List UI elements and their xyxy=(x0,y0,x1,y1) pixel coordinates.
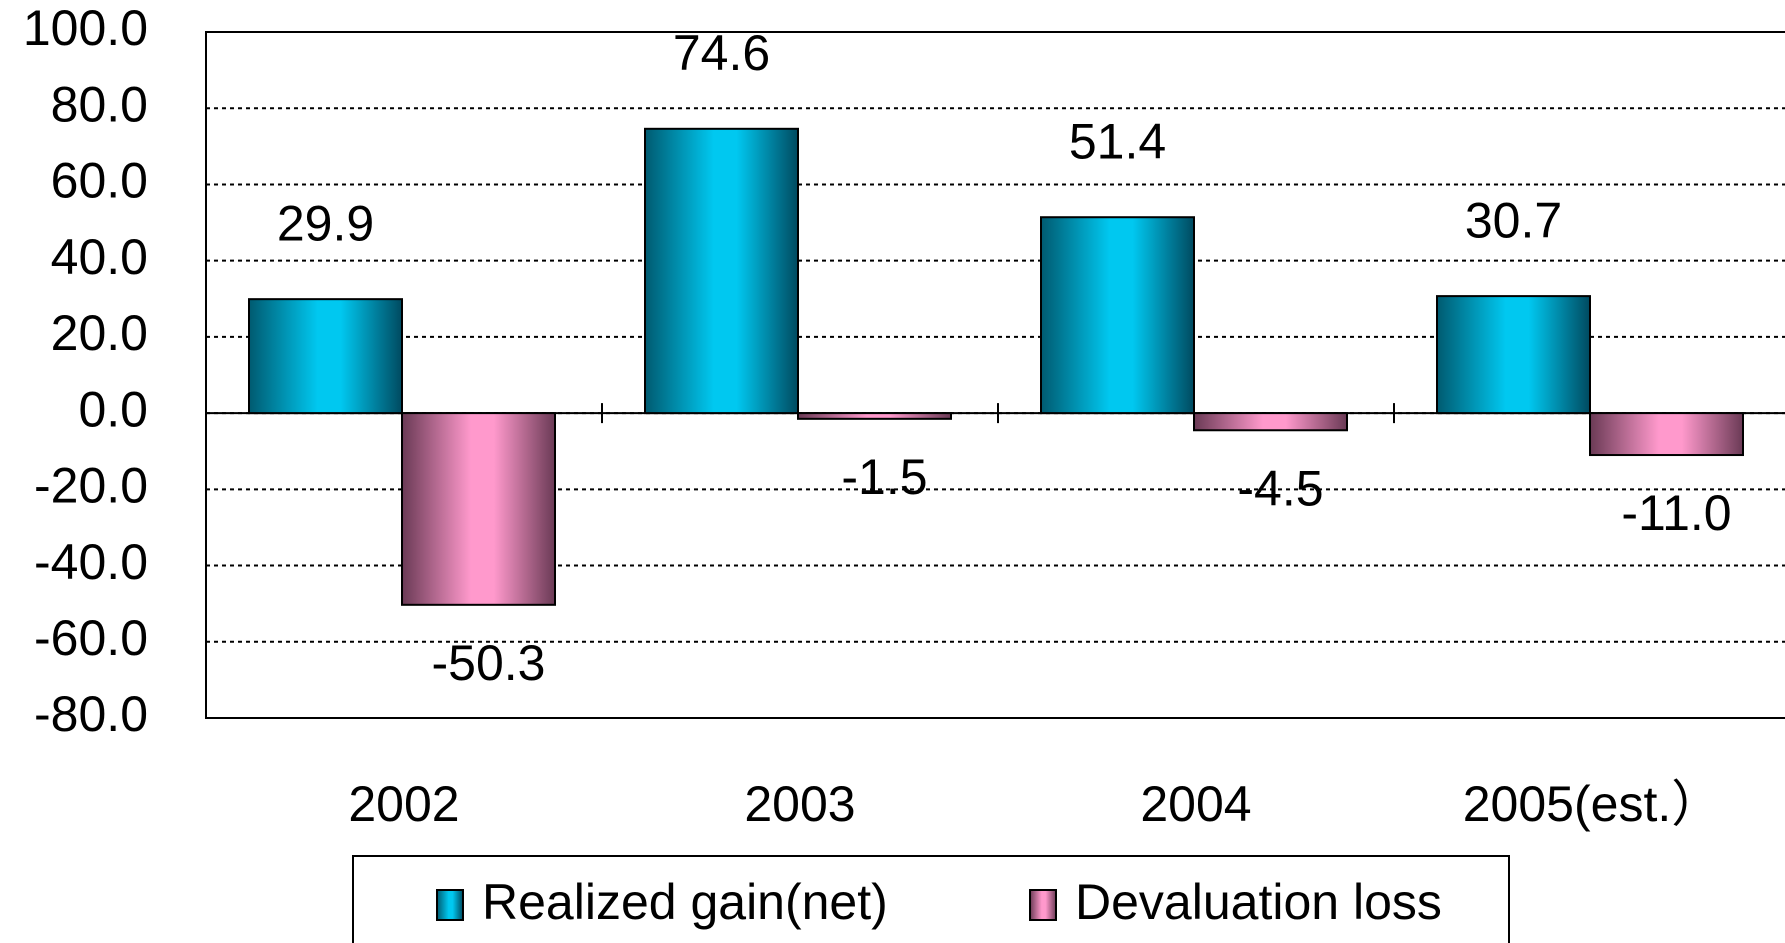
y-tick-label: 0.0 xyxy=(78,381,148,437)
y-tick-label: -60.0 xyxy=(34,610,148,666)
plot-frame xyxy=(205,31,1785,719)
y-tick-label: -40.0 xyxy=(34,534,148,590)
legend-label: Devaluation loss xyxy=(1075,874,1442,930)
bar xyxy=(248,298,403,415)
y-tick-label: 60.0 xyxy=(51,153,148,209)
bar xyxy=(797,412,952,420)
y-tick-label: 40.0 xyxy=(51,229,148,285)
data-label: -11.0 xyxy=(1621,485,1731,541)
bar xyxy=(401,412,556,606)
y-tick-label: -20.0 xyxy=(34,458,148,514)
y-tick-label: 80.0 xyxy=(51,76,148,132)
legend-box xyxy=(352,855,1510,943)
data-label: 30.7 xyxy=(1465,192,1562,248)
y-tick-label: -80.0 xyxy=(34,686,148,742)
legend-swatch xyxy=(1029,889,1057,921)
data-label: 29.9 xyxy=(277,195,374,251)
bar xyxy=(1040,216,1195,415)
legend-label: Realized gain(net) xyxy=(482,874,888,930)
legend-swatch xyxy=(436,889,464,921)
data-label: -1.5 xyxy=(841,449,927,505)
y-tick-label: 100.0 xyxy=(23,0,148,56)
x-tick-label: 2005(est.） xyxy=(1463,776,1721,832)
data-label: 51.4 xyxy=(1069,113,1166,169)
bar xyxy=(1589,412,1744,457)
bar xyxy=(1193,412,1348,432)
x-tick-label: 2002 xyxy=(348,776,459,832)
x-tick-label: 2003 xyxy=(744,776,855,832)
data-label: 74.6 xyxy=(673,25,770,81)
data-label: -50.3 xyxy=(432,635,546,691)
bar xyxy=(644,127,799,415)
data-label: -4.5 xyxy=(1237,460,1323,516)
x-tick-label: 2004 xyxy=(1140,776,1251,832)
bar xyxy=(1436,295,1591,415)
y-tick-label: 20.0 xyxy=(51,305,148,361)
